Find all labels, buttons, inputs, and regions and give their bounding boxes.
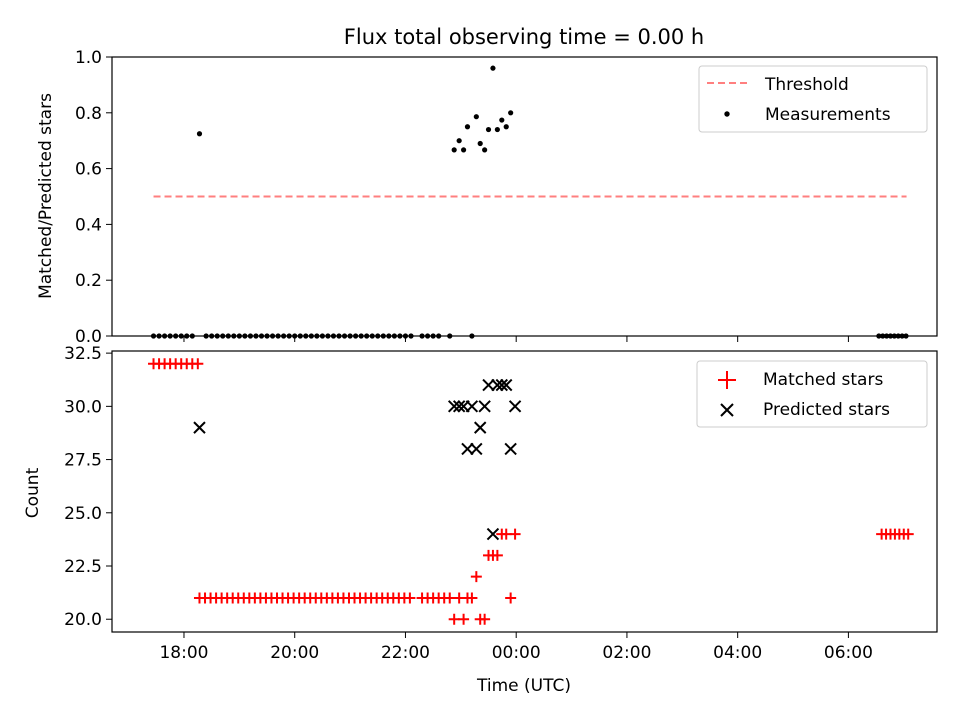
count-panel-series — [148, 358, 914, 625]
ratio-legend-box — [698, 65, 928, 133]
measurements-point — [482, 147, 488, 153]
measurements-point — [503, 124, 509, 130]
predicted-stars-legend-swatch — [720, 403, 734, 417]
measurements-legend-label: Measurements — [765, 105, 891, 125]
predicted-stars-point — [504, 442, 517, 456]
ratio-panel-legend: Threshold Measurements — [698, 65, 928, 133]
measurements-point — [499, 117, 505, 123]
x-tick-label: 04:00 — [713, 643, 762, 663]
ratio-panel-series — [150, 65, 909, 339]
matched-stars-point — [491, 549, 503, 561]
predicted-stars-point — [193, 421, 206, 434]
x-tick-label: 20:00 — [270, 643, 319, 663]
chart-title: Flux total observing time = 0.00 h — [344, 25, 704, 49]
matched-stars-point — [505, 592, 517, 604]
count-panel-ticks: 18:00 20:00 22:00 00:00 02:00 04:00 06:00 20.0 2… — [64, 344, 873, 663]
predicted-stars-point — [508, 400, 522, 413]
predicted-stars-point — [452, 400, 466, 413]
measurements-point — [451, 147, 457, 153]
ratio-y-tick-label: 0.4 — [75, 215, 102, 235]
threshold-legend-label: Threshold — [764, 75, 849, 95]
measurements-point — [464, 124, 471, 130]
measurements-point — [508, 110, 514, 116]
predicted-stars-point — [478, 400, 491, 413]
ratio-y-tick-label: 0.2 — [75, 271, 102, 291]
count-panel-frame — [111, 350, 938, 633]
x-tick-label: 00:00 — [492, 643, 541, 663]
x-tick-label: 18:00 — [159, 643, 208, 663]
matched-stars-point — [479, 613, 491, 625]
predicted-stars-point — [461, 442, 474, 456]
measurements-point — [494, 126, 500, 133]
ratio-panel: 0.0 0.2 0.4 0.6 0.8 1.0 Matched/Predicted sta… — [36, 48, 938, 347]
measurements-point — [196, 131, 203, 137]
count-panel: 18:00 20:00 22:00 00:00 02:00 04:00 06:00 20.0 2… — [23, 344, 938, 696]
count-y-tick-label: 30.0 — [64, 397, 102, 417]
x-axis-label: Time (UTC) — [476, 676, 571, 696]
matched-stars-point — [509, 528, 521, 540]
measurements-point — [456, 138, 462, 144]
matched-stars-point — [444, 592, 456, 604]
count-legend-box — [696, 360, 928, 428]
predicted-stars-point — [447, 400, 461, 413]
predicted-stars-legend-label: Predicted stars — [763, 400, 890, 420]
ratio-y-tick-label: 0.8 — [75, 104, 102, 124]
measurements-legend-swatch — [724, 111, 730, 117]
measurements-point — [473, 114, 479, 120]
predicted-stars-point — [470, 442, 483, 456]
count-y-tick-label: 20.0 — [64, 610, 102, 630]
measurements-point — [477, 140, 483, 147]
matched-stars-point — [466, 592, 478, 604]
ratio-panel-frame — [111, 56, 938, 337]
measurements-point — [490, 65, 496, 71]
x-tick-label: 22:00 — [381, 643, 430, 663]
matched-stars-point — [458, 613, 470, 625]
matched-stars-legend-label: Matched stars — [763, 370, 883, 390]
x-tick-label: 06:00 — [824, 643, 873, 663]
matched-stars-point — [470, 571, 482, 583]
predicted-stars-point — [495, 378, 509, 392]
count-y-tick-label: 32.5 — [64, 344, 102, 364]
ratio-y-tick-label: 0.6 — [75, 160, 102, 180]
matched-stars-point — [902, 528, 914, 540]
matched-stars-point — [404, 592, 416, 604]
predicted-stars-point — [491, 378, 504, 392]
ratio-panel-ylabel: Matched/Predicted stars — [36, 93, 56, 299]
predicted-stars-point — [465, 400, 479, 413]
count-y-tick-label: 27.5 — [64, 451, 102, 471]
count-y-tick-label: 22.5 — [64, 557, 102, 577]
ratio-panel-ticks: 0.0 0.2 0.4 0.6 0.8 1.0 — [75, 48, 849, 347]
count-panel-legend: Matched stars Predicted stars — [696, 360, 928, 428]
measurements-point — [485, 126, 492, 133]
predicted-stars-point — [500, 378, 513, 392]
ratio-y-tick-label: 1.0 — [75, 48, 102, 68]
x-tick-label: 02:00 — [602, 643, 651, 663]
predicted-stars-point — [473, 421, 487, 434]
matched-stars-legend-swatch — [718, 371, 736, 389]
predicted-stars-point — [482, 378, 495, 392]
measurements-point — [460, 147, 467, 153]
count-panel-ylabel: Count — [23, 467, 43, 518]
predicted-stars-point — [486, 527, 500, 541]
ratio-y-tick-label: 0.0 — [75, 327, 102, 347]
count-y-tick-label: 25.0 — [64, 504, 102, 524]
matched-stars-point — [448, 613, 460, 625]
matched-stars-point — [192, 358, 204, 370]
